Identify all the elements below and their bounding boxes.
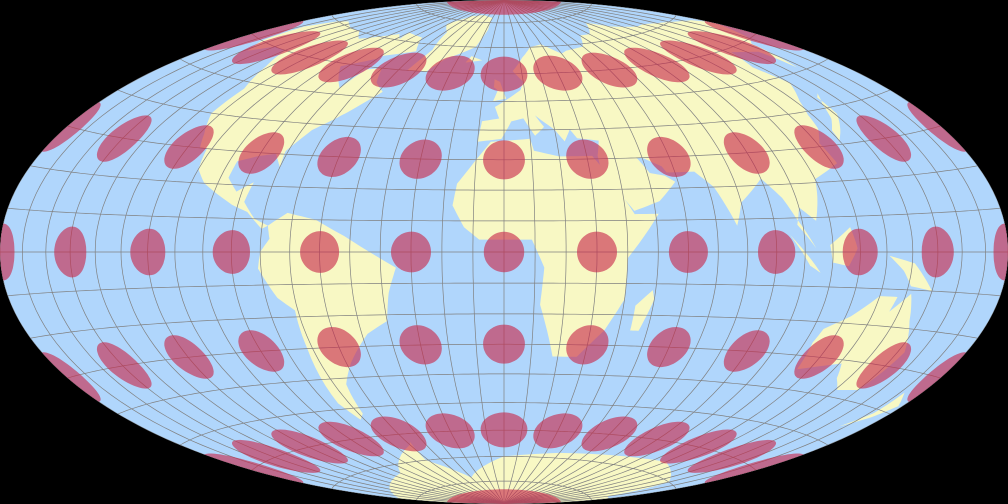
- tissot-indicatrix: [566, 139, 609, 179]
- tissot-indicatrix: [533, 413, 583, 449]
- tissot-indicatrix: [399, 139, 442, 179]
- tissot-indicatrix: [238, 330, 285, 372]
- tissot-indicatrix: [425, 55, 475, 91]
- tissot-indicatrix: [271, 40, 348, 75]
- land-north-america: [198, 21, 400, 229]
- parallel: [30, 313, 978, 339]
- parallel: [331, 456, 677, 490]
- tissot-indicatrix: [41, 102, 101, 152]
- tissot-indicatrix: [232, 31, 321, 65]
- tissot-indicatrix: [856, 342, 912, 389]
- tissot-indicatrix: [483, 140, 525, 180]
- tissot-indicatrix: [723, 330, 770, 372]
- parallel: [331, 14, 677, 48]
- parallel: [179, 402, 829, 446]
- tissot-indicatrix: [204, 453, 304, 484]
- tissot-indicatrix: [317, 136, 361, 177]
- parallel: [416, 3, 592, 24]
- land-baffin: [381, 32, 423, 56]
- tissot-indicatrix: [41, 352, 101, 402]
- tissot-indicatrix: [0, 223, 15, 281]
- tissot-indicatrix: [483, 324, 525, 364]
- tissot-indicatrix: [660, 40, 737, 75]
- tissot-indicatrix: [758, 230, 796, 274]
- parallel: [179, 58, 829, 102]
- tissot-indicatrix: [581, 416, 638, 452]
- tissot-indicatrix: [907, 102, 967, 152]
- tissot-indicatrix: [54, 226, 87, 278]
- tissot-indicatrix: [577, 231, 617, 273]
- tissot-indicatrix: [232, 439, 321, 473]
- tissot-indicatrix: [668, 231, 708, 273]
- tissot-indicatrix: [687, 439, 776, 473]
- parallel: [7, 282, 1001, 297]
- tissot-indicatrix: [907, 352, 967, 402]
- tissot-indicatrix: [647, 327, 691, 368]
- tissot-indicatrix: [704, 453, 804, 484]
- tissot-indicatrix: [856, 115, 912, 162]
- tissot-indicatrix: [130, 228, 166, 276]
- parallel: [117, 373, 891, 415]
- tissot-indicatrix: [483, 231, 525, 273]
- tissot-indicatrix: [794, 125, 844, 169]
- tissot-indicatrix: [533, 55, 583, 91]
- tissot-indicatrix: [624, 421, 690, 457]
- tissot-indicatrix: [164, 125, 214, 169]
- tissot-indicatrix: [921, 226, 954, 278]
- tissot-indicatrix: [238, 132, 285, 174]
- tissot-indicatrix: [300, 231, 340, 273]
- land-japan: [817, 93, 841, 141]
- tissot-indicatrix: [317, 327, 361, 368]
- tissot-indicatrix: [704, 20, 804, 51]
- land-madagascar: [630, 290, 655, 331]
- tissot-indicatrix: [581, 52, 638, 88]
- tissot-indicatrix: [842, 228, 878, 276]
- land-greenland: [407, 15, 493, 72]
- parallel: [7, 207, 1001, 222]
- tissot-indicatrix: [480, 56, 528, 92]
- tissot-indicatrix: [647, 136, 691, 177]
- tissot-indicatrix: [566, 325, 609, 365]
- tissot-indicatrix: [391, 231, 431, 273]
- tissot-indicatrix: [446, 489, 562, 504]
- tissot-indicatrix: [660, 429, 737, 464]
- tissot-indicatrix: [204, 20, 304, 51]
- tissot-indicatrix: [96, 342, 152, 389]
- tissot-indicatrix: [96, 115, 152, 162]
- tissot-indicatrix: [370, 52, 427, 88]
- tissot-indicatrix: [318, 421, 384, 457]
- tissot-indicatrix: [425, 413, 475, 449]
- tissot-indicatrix: [271, 429, 348, 464]
- tissot-indicatrix: [446, 0, 562, 15]
- tissot-indicatrix: [723, 132, 770, 174]
- tissot-indicatrix: [687, 31, 776, 65]
- tissot-indicatrix: [399, 325, 442, 365]
- tissot-indicatrix: [480, 412, 528, 448]
- parallel: [117, 89, 891, 131]
- parallel: [416, 480, 592, 501]
- tissot-indicatrix: [993, 223, 1008, 281]
- tissot-indicatrix: [624, 47, 690, 83]
- tissot-indicatrix: [212, 230, 250, 274]
- tissot-indicatrix: [370, 416, 427, 452]
- tissot-indicatrix: [794, 335, 844, 379]
- parallel: [30, 165, 978, 191]
- tissot-indicatrix: [318, 47, 384, 83]
- tissot-indicatrix: [164, 335, 214, 379]
